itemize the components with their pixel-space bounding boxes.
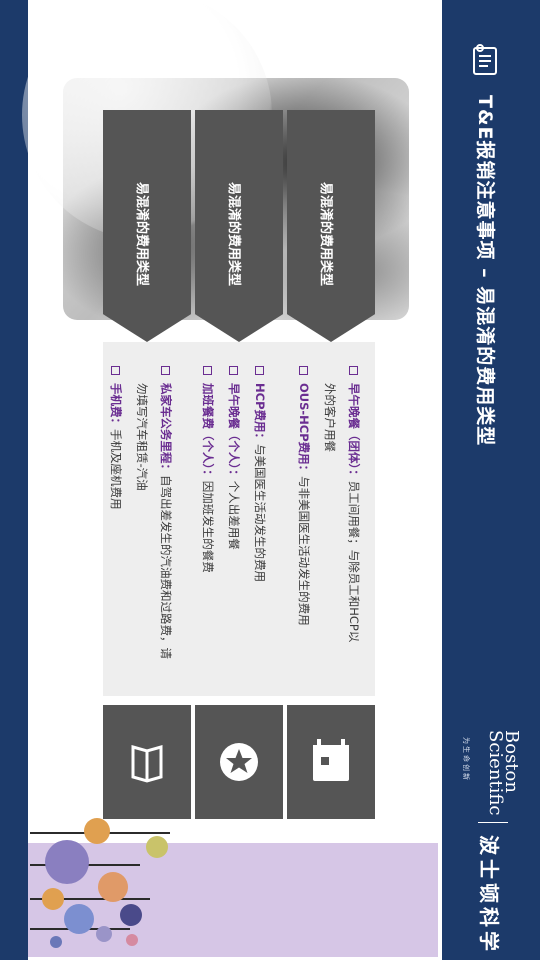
- bullet-square-icon: [203, 366, 212, 375]
- decorative-dot: [146, 836, 168, 858]
- bullet-square-icon: [229, 366, 238, 375]
- bullet-item-1-cont: 外的客户用餐: [323, 383, 337, 452]
- decorative-dot: [42, 888, 64, 910]
- decorative-dot: [64, 904, 94, 934]
- bullet-square-icon: [111, 366, 120, 375]
- decorative-dot: [84, 818, 110, 844]
- decorative-dot: [120, 904, 142, 926]
- logo-line2: Scientific: [485, 730, 506, 816]
- calendar-icon: [313, 739, 349, 781]
- content-panel: [103, 342, 375, 696]
- page-title: T&E报销注意事项 – 易混淆的费用类型: [474, 95, 496, 447]
- bullet-square-icon: [299, 366, 308, 375]
- decorative-stem: [30, 898, 150, 900]
- decorative-dot: [98, 872, 128, 902]
- decorative-lilac-area: [28, 843, 438, 957]
- decorative-dot: [126, 934, 138, 946]
- category-chevron-3: [103, 110, 191, 342]
- bullet-item-4: 早午晚餐（个人）：个人出差用餐: [226, 366, 242, 550]
- icon-box-star: [195, 705, 283, 819]
- brand-name-cn: 波士顿科学: [477, 835, 501, 955]
- logo-tagline: 为生命创新: [462, 737, 470, 782]
- book-icon: [131, 745, 163, 783]
- category-chevron-1: [287, 110, 375, 342]
- brand-logo: Boston Scientific: [485, 730, 522, 816]
- bullet-item-6-cont: 勿填写汽车租赁-汽油: [135, 383, 149, 491]
- bullet-square-icon: [161, 366, 170, 375]
- left-edge-band: [0, 0, 28, 960]
- star-icon: [220, 743, 258, 781]
- icon-box-calendar: [287, 705, 375, 819]
- document-icon: [473, 44, 497, 75]
- bullet-item-2: OUS-HCP费用：与非美国医生活动发生的费用: [296, 366, 312, 626]
- header-band: [442, 0, 540, 960]
- decorative-dot: [96, 926, 112, 942]
- decorative-dot: [50, 936, 62, 948]
- header-divider: [478, 822, 508, 823]
- category-label-3: 易混淆的费用类型: [134, 182, 149, 287]
- bullet-square-icon: [349, 366, 358, 375]
- category-label-2: 易混淆的费用类型: [226, 182, 241, 287]
- bullet-item-3: HCP费用：与美国医生活动发生的费用: [252, 366, 268, 582]
- icon-box-book: [103, 705, 191, 819]
- bullet-square-icon: [255, 366, 264, 375]
- decorative-dot: [45, 840, 89, 884]
- category-chevron-2: [195, 110, 283, 342]
- bullet-item-1: 早午晚餐（团体）：员工间用餐；与除员工和HCP以: [346, 366, 362, 642]
- bullet-item-5: 加班餐费（个人）：因加班发生的餐费: [200, 366, 216, 573]
- bullet-item-7: 手机费：手机及座机费用: [108, 366, 124, 510]
- category-label-1: 易混淆的费用类型: [318, 182, 333, 287]
- bullet-item-6: 私家车公务里程：自驾出差发生的汽油费和过路费，请: [158, 366, 174, 659]
